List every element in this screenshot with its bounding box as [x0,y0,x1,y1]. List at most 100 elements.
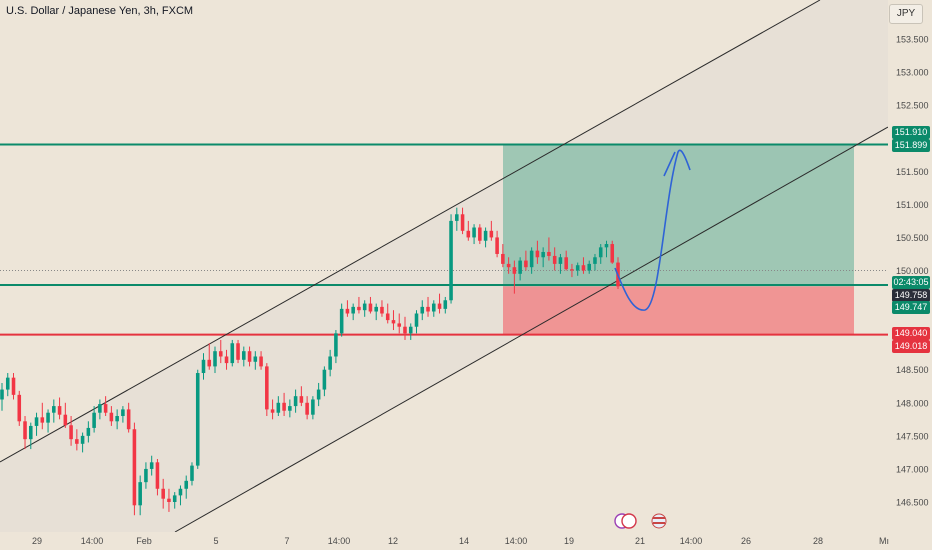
candle [345,300,350,317]
price-tick-label: 146.500 [896,498,929,508]
candle-body [213,351,217,367]
candle [270,399,275,420]
candle [236,339,240,364]
candle [167,488,171,512]
candle [293,389,298,413]
candle-body [144,468,148,483]
candle [259,351,263,370]
candle [570,263,574,278]
currency-button[interactable]: JPY [889,4,923,24]
price-axis[interactable]: 146.500 147.000 147.500 148.000 148.500 149.0… [888,0,932,550]
candle [380,300,384,317]
symbol-title[interactable]: U.S. Dollar / Japanese Yen, 3h, FXCM [6,5,194,17]
candle [132,422,137,516]
candle-body [86,427,91,436]
candle [362,300,367,317]
candle-body [598,247,603,258]
time-tick-label: 14:00 [505,536,528,546]
candle [144,462,148,489]
candle [397,313,402,334]
candle [23,416,27,450]
candle [357,296,361,314]
candle-body [46,412,50,423]
candle-body [524,260,528,268]
candle [311,396,315,420]
candle-body [184,480,189,489]
time-tick-label: 14:00 [328,536,351,546]
crypto-event-icon [614,513,637,529]
price-tick-label: 148.500 [896,365,929,375]
candle [155,459,160,496]
candle-body [115,416,119,422]
candle-body [506,263,511,268]
candle-body [63,414,68,426]
candle-body [109,412,114,422]
time-tick-label: Mı [879,536,889,546]
candle [547,237,551,261]
candle-body [195,373,200,466]
time-axis[interactable]: 29 14:00 Feb 5 7 14:00 12 14 14:00 19 21 14:00 26 28 M… [0,532,889,550]
candle-body [426,306,430,312]
candle-body [288,406,292,411]
candle [103,396,108,417]
candle [408,323,413,340]
candle-body [265,366,269,410]
candle-body [270,409,275,413]
time-tick-label: 14:00 [680,536,703,546]
candle [558,253,563,274]
time-tick-label: 14:00 [81,536,104,546]
candle [437,293,442,314]
candle-body [80,435,85,444]
candle-body [362,303,367,311]
time-tick-label: 19 [564,536,574,546]
candle [443,296,448,314]
candle-body [299,396,304,403]
candle [172,492,177,509]
current-price-badge-b: 149.747 [892,301,930,314]
candle [587,260,591,274]
candle-body [495,237,499,254]
candle [316,382,321,407]
projection-curve [614,149,691,311]
candle [115,409,119,430]
candle-body [17,394,22,422]
price-tick-label: 153.000 [896,68,929,78]
time-tick-label: 26 [741,536,751,546]
time-tick-label: 5 [213,536,218,546]
candle-body [23,421,27,440]
candle [501,244,505,268]
stop-price-badge-low: 149.018 [892,340,930,353]
candle-body [92,412,96,428]
candle-body [57,406,62,415]
candle-body [581,265,586,271]
candle-body [449,220,453,301]
candle [552,247,557,271]
candle [518,257,522,281]
time-tick-label: 7 [284,536,289,546]
candle-body [564,257,568,270]
candle-body [552,255,557,264]
time-tick-label: 28 [813,536,823,546]
candle-body [455,214,459,221]
candle-body [218,351,223,357]
candle [75,429,79,451]
candle [11,373,16,400]
candle-body [334,333,338,357]
candle-body [610,244,615,263]
candle-body [443,300,448,309]
candle [403,316,407,340]
target-price-badge-low: 151.899 [892,139,930,152]
candle-body [397,323,402,327]
candle [564,250,568,271]
candle-body [466,230,471,238]
candle-body [391,320,396,324]
candle-body [224,356,229,364]
candle-body [103,404,108,413]
candle-body [305,402,309,415]
candle [242,346,246,367]
candle [253,351,258,370]
us-flag-icon [651,513,667,529]
candle [506,257,511,274]
candle-body [558,257,563,264]
